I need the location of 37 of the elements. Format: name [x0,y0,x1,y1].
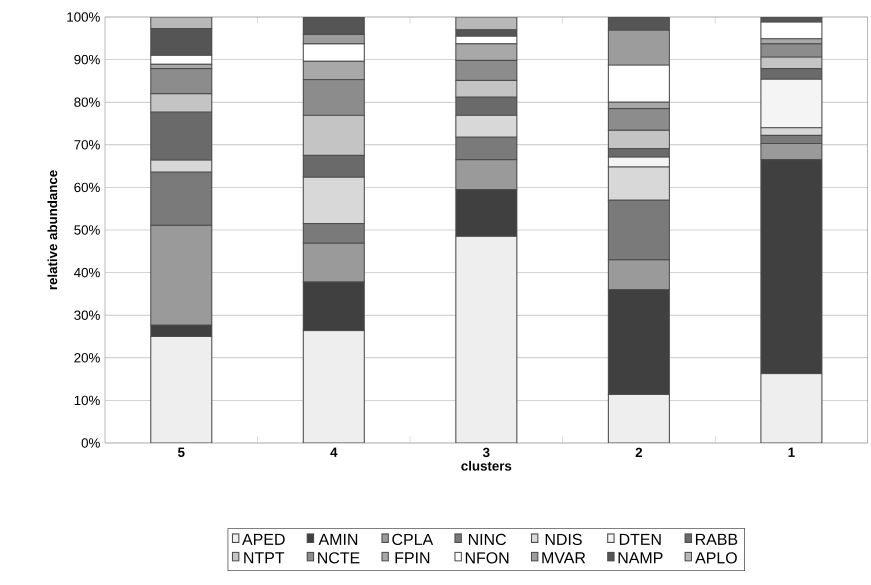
bar [150,336,212,443]
legend-label: NCTE [318,552,360,564]
legend-label: APED [242,534,285,545]
y-tick-label: 10% [74,396,100,406]
x-tick-label: 5 [178,448,185,457]
bar [608,394,670,443]
y-tick-label: 90% [74,54,100,64]
y-tick-label: 40% [74,268,100,278]
legend-label: MVAR [542,552,586,564]
y-tick-label: 20% [74,353,100,362]
legend-label: CPLA [392,534,434,546]
legend-label: NDIS [546,534,582,546]
bar [455,236,518,443]
x-tick-label: 2 [636,448,642,457]
x-tick-label: 4 [330,448,338,457]
legend-label: FPIN [396,552,430,564]
x-axis-title: clusters [461,460,512,471]
legend-label: NINC [468,534,506,546]
y-tick-label: 70% [74,140,100,150]
y-axis-title: relative abundance [47,170,58,290]
y-tick-label: 30% [74,310,100,320]
bar [760,373,822,443]
bar [302,330,365,443]
y-tick-label: 80% [74,98,100,107]
legend-label: DTEN [620,534,661,545]
y-tick-label: 100% [67,12,100,22]
y-tick-label: 0% [82,438,100,448]
y-tick-label: 50% [74,225,100,235]
x-tick-label: 1 [788,448,795,457]
legend-label: NFON [466,552,508,564]
legend-label: NTPT [244,552,284,564]
y-tick-label: 60% [74,182,100,192]
legend-label: RABB [696,534,738,545]
legend-label: APLO [695,552,737,564]
x-tick-label: 3 [482,448,490,458]
legend-label: NAMP [618,552,662,564]
legend-label: AMIN [318,534,358,545]
